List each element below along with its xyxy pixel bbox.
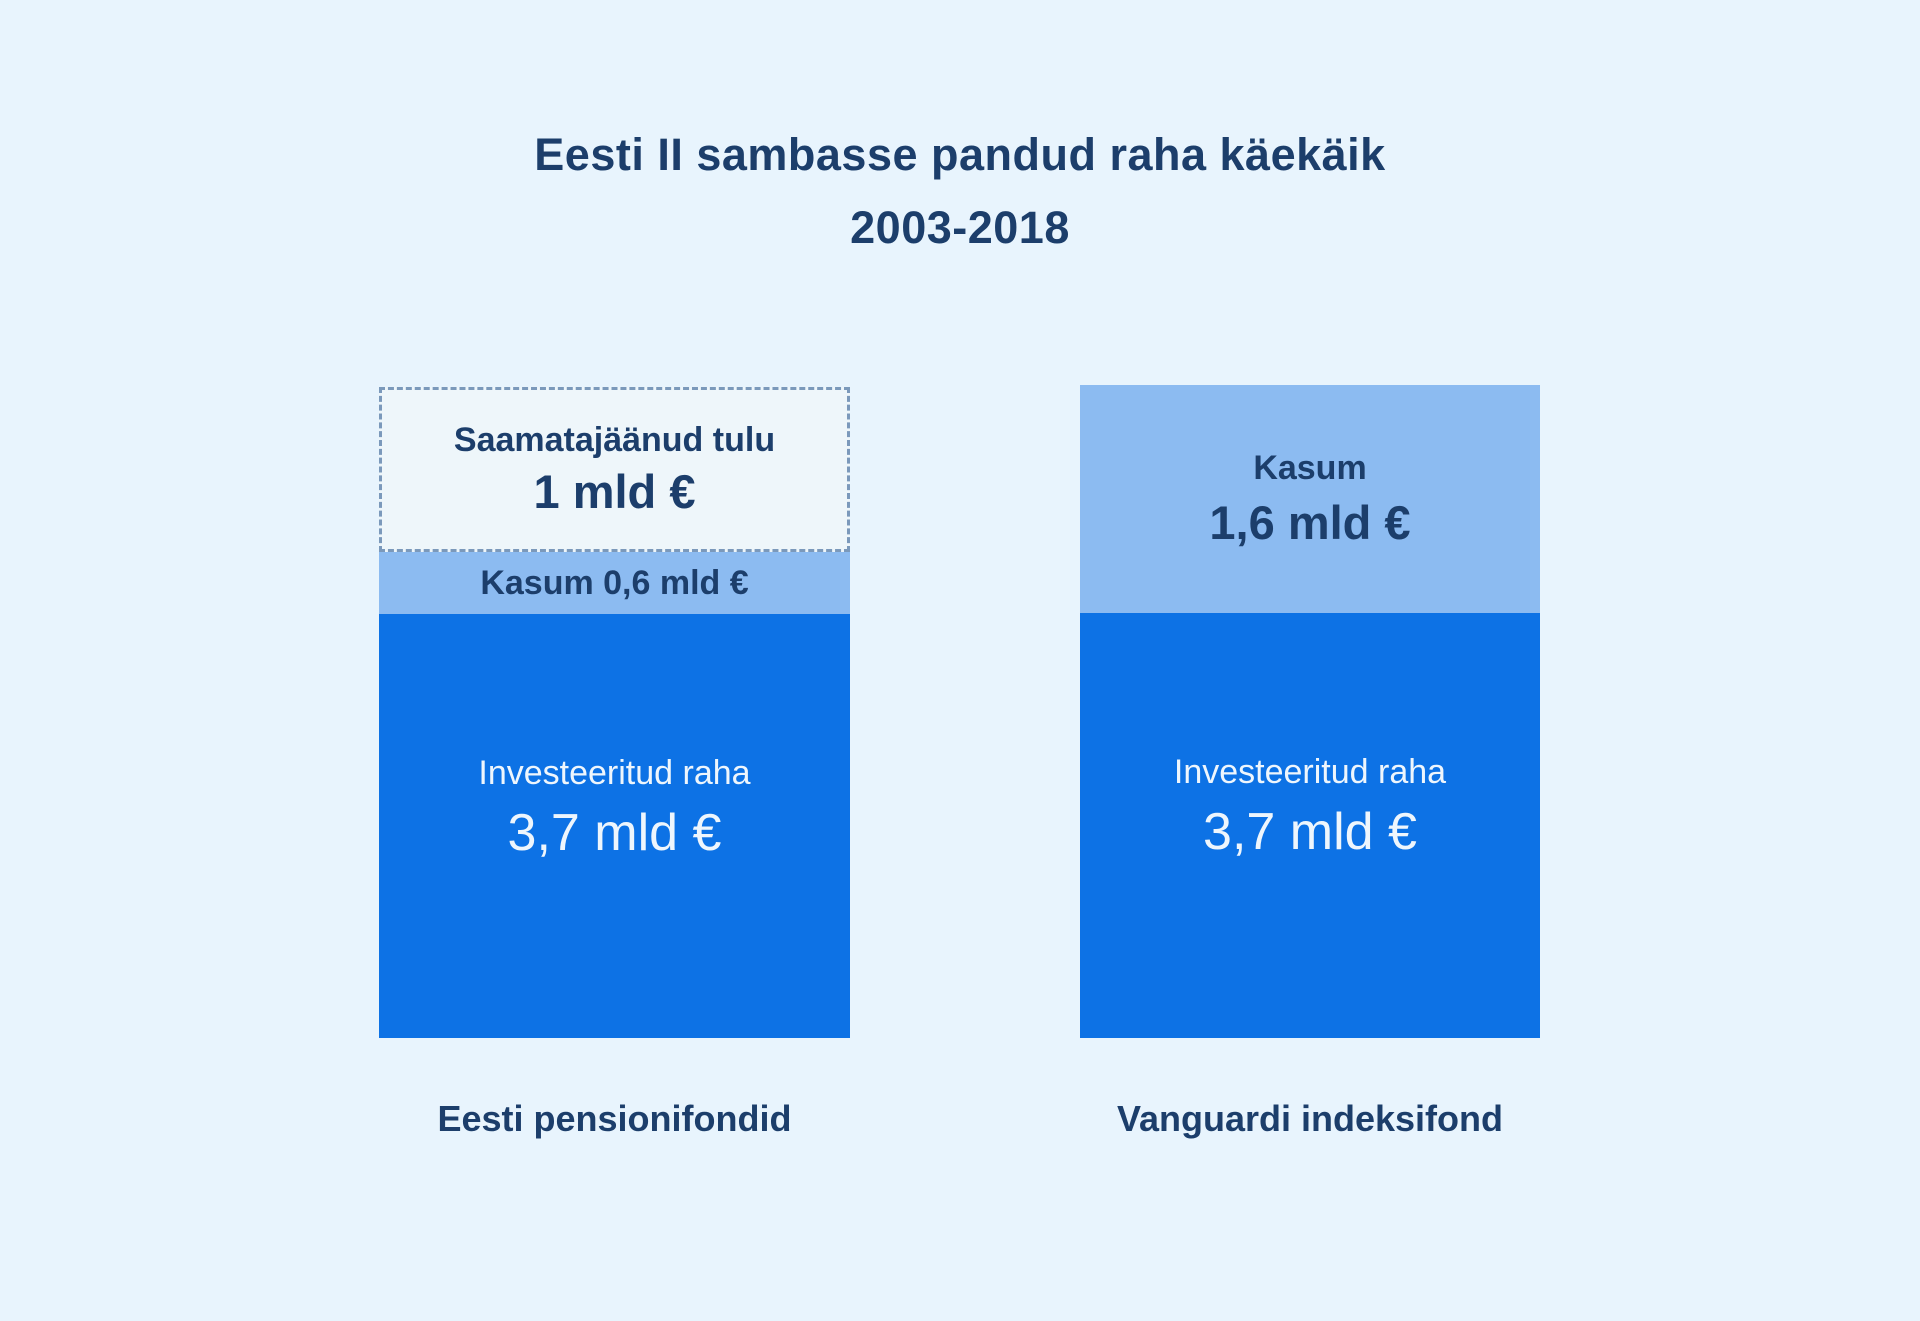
category-label-eesti-pensionifondid: Eesti pensionifondid [437, 1098, 792, 1139]
segment-label: Investeeritud raha [1173, 753, 1447, 792]
segment-kasum-eesti: Kasum 0,6 mld € [379, 552, 850, 614]
segment-value: 3,7 mld € [507, 803, 722, 862]
segment-label: Kasum [1253, 448, 1367, 487]
chart-title-line1: Eesti II sambasse pandud raha käekäik [534, 129, 1386, 180]
chart-title-line2: 2003-2018 [850, 202, 1070, 253]
segment-value: 1,6 mld € [1209, 496, 1411, 550]
segment-investeeritud-eesti: Investeeritud raha 3,7 mld € [379, 614, 850, 1038]
segment-saamatajaanud-tulu: Saamatajäänud tulu 1 mld € [379, 387, 850, 552]
bar-eesti-pensionifondid: Saamatajäänud tulu 1 mld € Kasum 0,6 mld… [379, 387, 850, 1038]
segment-value: 3,7 mld € [1203, 803, 1417, 861]
segment-kasum-vanguard: Kasum 1,6 mld € [1080, 385, 1540, 613]
segment-label: Investeeritud raha [478, 753, 751, 792]
segment-value: 1 mld € [533, 464, 696, 518]
chart-title: Eesti II sambasse pandud raha käekäik 20… [0, 118, 1920, 264]
segment-label: Kasum 0,6 mld € [480, 563, 749, 602]
bar-vanguardi-indeksifond: Kasum 1,6 mld € Investeeritud raha 3,7 m… [1080, 385, 1540, 1038]
segment-investeeritud-vanguard: Investeeritud raha 3,7 mld € [1080, 613, 1540, 1038]
category-label-vanguardi-indeksifond: Vanguardi indeksifond [1116, 1098, 1504, 1139]
segment-label: Saamatajäänud tulu [453, 421, 776, 460]
